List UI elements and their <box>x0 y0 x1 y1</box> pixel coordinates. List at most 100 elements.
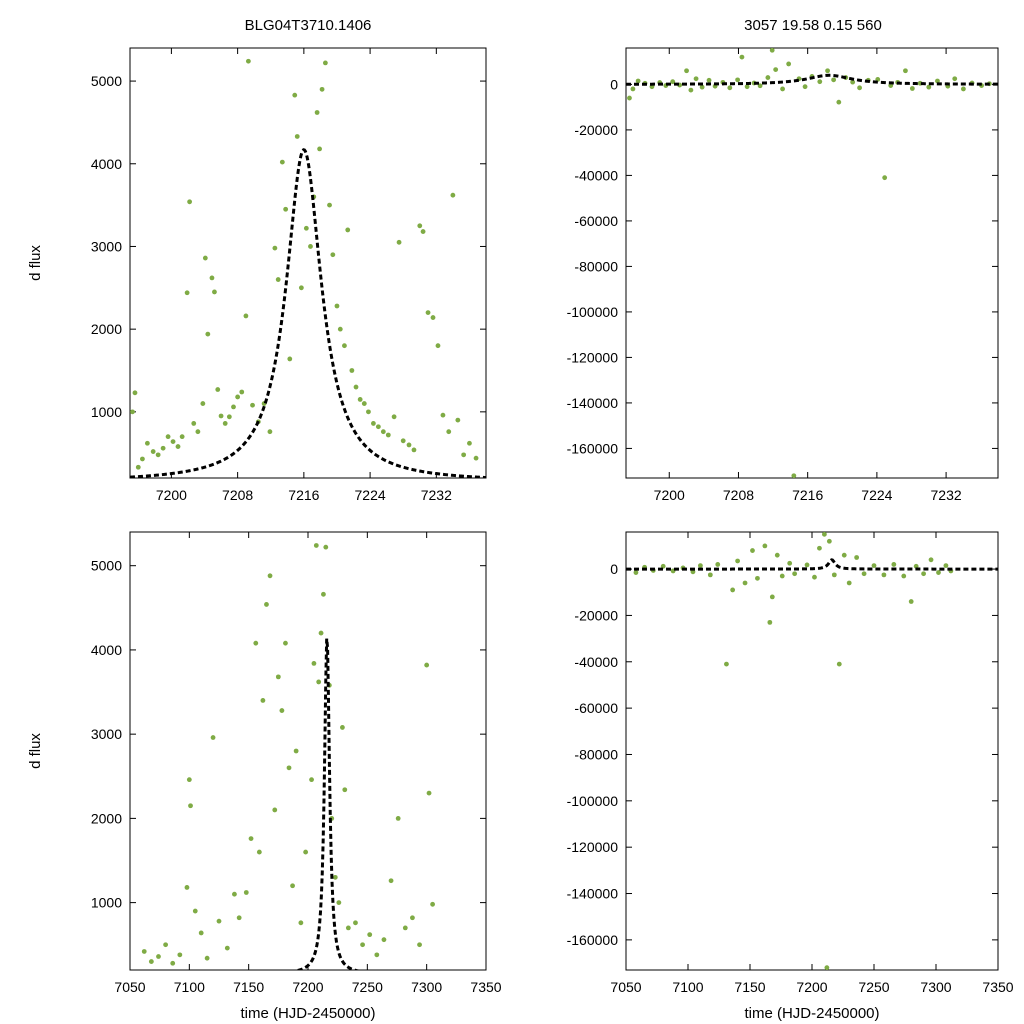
data-point <box>308 244 313 249</box>
y-axis-label: d flux <box>27 733 44 769</box>
data-point <box>204 955 210 961</box>
data-point <box>380 429 386 435</box>
data-point <box>826 538 832 544</box>
data-point <box>388 878 394 884</box>
data-point <box>824 965 830 970</box>
data-point <box>250 402 255 408</box>
y-tick-label: 4000 <box>91 642 122 658</box>
x-tick-label: 7350 <box>470 979 501 995</box>
data-point <box>670 79 676 85</box>
data-point <box>385 432 391 438</box>
data-point <box>841 552 847 558</box>
data-point <box>163 942 169 948</box>
data-point <box>253 640 259 646</box>
data-point <box>831 572 837 578</box>
data-point <box>706 77 712 83</box>
data-point <box>170 439 176 445</box>
data-point <box>450 192 456 198</box>
data-point <box>381 937 387 943</box>
data-point <box>191 421 197 426</box>
data-point <box>473 455 479 461</box>
x-tick-label: 7250 <box>858 979 889 995</box>
data-point <box>871 563 877 569</box>
data-point <box>150 449 156 454</box>
data-point <box>303 225 309 231</box>
data-point <box>345 925 351 931</box>
x-tick-label: 7216 <box>792 487 823 503</box>
data-point <box>786 61 792 67</box>
data-point <box>440 412 446 418</box>
x-axis-label: time (HJD-2450000) <box>240 1005 375 1022</box>
data-point <box>375 424 381 430</box>
data-point <box>402 925 408 931</box>
data-point <box>330 252 336 258</box>
data-point <box>750 548 755 553</box>
x-tick-label: 7208 <box>723 487 754 503</box>
data-point <box>420 229 426 234</box>
data-point <box>275 277 281 282</box>
x-tick-label: 7232 <box>421 487 452 503</box>
data-point <box>275 674 281 680</box>
data-point <box>311 661 317 666</box>
data-point <box>317 146 322 152</box>
data-point <box>635 78 641 84</box>
data-point <box>901 573 907 579</box>
x-tick-label: 7350 <box>982 979 1013 995</box>
data-point <box>177 952 183 958</box>
data-point <box>130 409 135 415</box>
x-tick-label: 7100 <box>672 979 703 995</box>
data-point <box>357 397 363 402</box>
data-point <box>367 932 373 938</box>
data-point <box>787 560 793 566</box>
data-point <box>224 945 230 951</box>
data-point <box>336 900 342 906</box>
data-point <box>290 883 295 889</box>
panel-top-right: 7200 7208 7216 7224 7232 0 -20000 -40000 -60000 -… <box>567 47 999 503</box>
x-tick-label: 7050 <box>114 979 145 995</box>
y-tick-label: 3000 <box>91 238 122 254</box>
data-point <box>319 86 325 92</box>
data-point <box>425 310 431 316</box>
y-tick-label: 2000 <box>91 810 122 826</box>
data-point <box>256 849 262 855</box>
x-tick-label: 7224 <box>355 487 386 503</box>
data-point <box>960 86 966 92</box>
data-point <box>361 401 367 406</box>
data-point <box>926 84 932 90</box>
data-point <box>231 404 236 410</box>
x-tick-label: 7200 <box>796 979 827 995</box>
data-point <box>400 438 406 444</box>
data-point <box>693 76 699 82</box>
data-point <box>294 134 300 139</box>
plot-frame <box>129 47 487 479</box>
data-point <box>314 110 320 115</box>
data-point <box>313 543 319 548</box>
y-axis-label: d flux <box>27 245 44 281</box>
y-tick-label: -60000 <box>574 213 618 229</box>
data-point <box>283 640 288 646</box>
data-point <box>135 464 141 470</box>
data-point <box>235 394 241 400</box>
data-point <box>707 572 713 578</box>
data-point <box>822 532 827 537</box>
y-tick-label: -140000 <box>567 395 619 411</box>
data-point <box>279 159 285 165</box>
data-point <box>298 920 304 926</box>
data-point <box>236 915 242 921</box>
panel-bottom-left: 7050 7100 7150 7200 7250 7300 7350 1000 2000 3000… <box>27 531 502 1022</box>
plot-frame <box>625 47 999 479</box>
data-point <box>323 544 329 550</box>
data-point <box>272 245 278 251</box>
x-tick-label: 7250 <box>352 979 383 995</box>
data-point <box>467 440 472 446</box>
data-point <box>921 571 926 577</box>
data-point <box>245 58 251 64</box>
y-tick-label: 3000 <box>91 726 122 742</box>
y-tick-label: 1000 <box>91 895 122 911</box>
data-point <box>188 803 193 809</box>
data-point <box>825 68 830 74</box>
y-tick-label: -160000 <box>567 932 619 948</box>
data-point <box>353 920 358 926</box>
data-point <box>630 86 636 92</box>
data-point <box>179 434 185 440</box>
